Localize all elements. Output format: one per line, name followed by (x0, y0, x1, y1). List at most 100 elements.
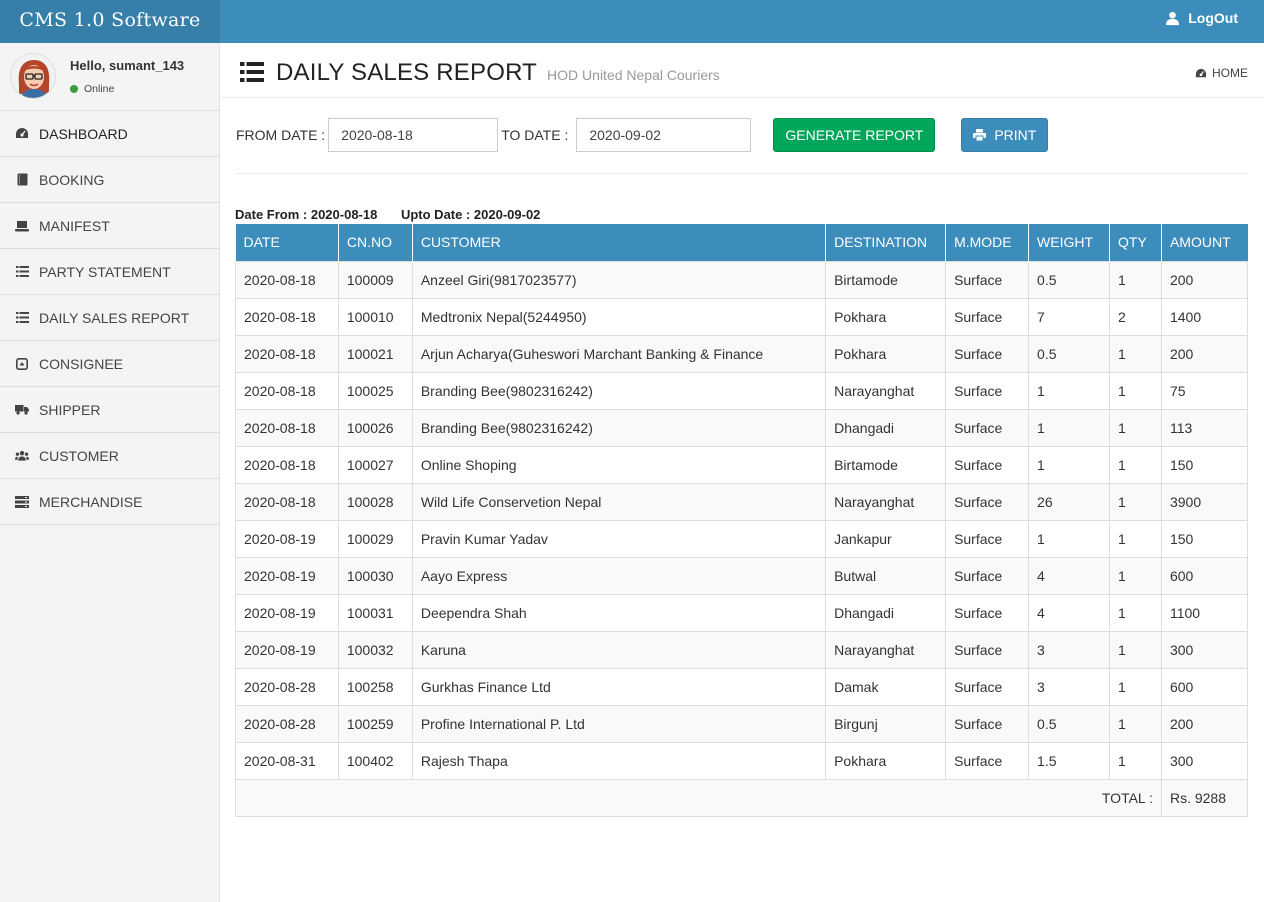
logout-label: LogOut (1188, 10, 1238, 26)
laptop-icon (15, 219, 29, 233)
cell-qty: 1 (1109, 704, 1162, 743)
table-row: 2020-08-18 100026 Branding Bee(9802316242)… (235, 408, 1249, 447)
cell-cn-no: 100032 (337, 630, 413, 669)
list-icon (240, 62, 264, 85)
cell-weight: 7 (1028, 297, 1110, 336)
book-icon (15, 173, 29, 187)
cell-customer: Aayo Express (411, 556, 827, 595)
cell-qty: 1 (1109, 556, 1162, 595)
cell-amount: 1100 (1160, 593, 1249, 632)
cell-cn-no: 100031 (337, 593, 413, 632)
cell-cn-no: 100027 (337, 445, 413, 484)
page-title-text: DAILY SALES REPORT (276, 59, 538, 86)
table-row: 2020-08-18 100028 Wild Life Conservetion N… (235, 482, 1249, 521)
divider (236, 173, 1248, 174)
cell-destination: Birtamode (825, 445, 947, 484)
sidebar-item-label: CUSTOMER (39, 447, 119, 464)
sidebar-item-label: PARTY STATEMENT (39, 263, 171, 280)
cell-amount: 200 (1160, 704, 1249, 743)
cell-cn-no: 100010 (337, 297, 413, 336)
cell-weight: 4 (1028, 556, 1110, 595)
cell-qty: 1 (1109, 371, 1162, 410)
cell-date: 2020-08-28 (235, 704, 339, 743)
cell-qty: 1 (1109, 334, 1162, 373)
from-date-input[interactable] (328, 118, 499, 152)
cell-weight: 3 (1028, 630, 1110, 669)
print-button[interactable]: PRINT (961, 118, 1049, 152)
cell-date: 2020-08-19 (235, 593, 339, 632)
cell-qty: 1 (1109, 519, 1162, 558)
range-upto-text: Upto Date : 2020-09-02 (400, 207, 541, 222)
list-icon (15, 265, 29, 279)
cell-amount: 75 (1160, 371, 1249, 410)
print-label: PRINT (994, 127, 1037, 143)
cell-amount: 150 (1160, 519, 1249, 558)
cell-customer: Pravin Kumar Yadav (411, 519, 827, 558)
logout-link[interactable]: LogOut (1165, 0, 1238, 36)
cell-customer: Online Shoping (411, 445, 827, 484)
cell-date: 2020-08-18 (235, 371, 339, 410)
cell-cn-no: 100402 (337, 741, 413, 780)
sidebar-item-booking[interactable]: BOOKING (0, 157, 219, 203)
cell-mode: Surface (945, 519, 1030, 558)
table-row: 2020-08-28 100258 Gurkhas Finance Ltd Damak… (235, 667, 1249, 706)
cell-cn-no: 100021 (337, 334, 413, 373)
cell-cn-no: 100026 (337, 408, 413, 447)
page-title: DAILY SALES REPORT HOD United Nepal Cour… (240, 59, 720, 87)
breadcrumb-home[interactable]: HOME (1195, 66, 1248, 80)
breadcrumb-home-label: HOME (1212, 66, 1248, 80)
cell-amount: 113 (1160, 408, 1249, 447)
generate-report-button[interactable]: GENERATE REPORT (773, 118, 936, 152)
app-brand[interactable]: CMS 1.0 Software (0, 0, 220, 43)
table-total-row: TOTAL : Rs. 9288 (235, 778, 1249, 817)
user-status: Online (70, 83, 114, 95)
user-status-label: Online (84, 83, 115, 95)
cell-customer: Branding Bee(9802316242) (411, 408, 827, 447)
cell-mode: Surface (945, 556, 1030, 595)
dashboard-icon (15, 127, 29, 141)
cell-customer: Deependra Shah (411, 593, 827, 632)
table-row: 2020-08-28 100259 Profine International P.… (235, 704, 1249, 743)
users-icon (15, 449, 29, 463)
cell-date: 2020-08-18 (235, 445, 339, 484)
cell-qty: 1 (1109, 630, 1162, 669)
cell-mode: Surface (945, 704, 1030, 743)
cell-destination: Damak (825, 667, 947, 706)
page-subtitle: HOD United Nepal Couriers (547, 67, 720, 83)
cell-amount: 200 (1160, 334, 1249, 373)
cell-date: 2020-08-28 (235, 667, 339, 706)
main-content: FROM DATE : TO DATE : GENERATE REPORT PR… (220, 98, 1264, 902)
cell-mode: Surface (945, 593, 1030, 632)
filter-row: FROM DATE : TO DATE : GENERATE REPORT PR… (236, 118, 1049, 152)
cell-qty: 1 (1109, 260, 1162, 299)
total-value: Rs. 9288 (1160, 778, 1249, 817)
sidebar-item-shipper[interactable]: SHIPPER (0, 387, 219, 433)
sidebar-item-party-statement[interactable]: PARTY STATEMENT (0, 249, 219, 295)
column-header-weight: WEIGHT (1028, 224, 1110, 261)
to-date-input[interactable] (576, 118, 752, 152)
sidebar-item-daily-sales-report[interactable]: DAILY SALES REPORT (0, 295, 219, 341)
cell-mode: Surface (945, 371, 1030, 410)
cell-customer: Karuna (411, 630, 827, 669)
truck-icon (15, 403, 29, 417)
cell-date: 2020-08-18 (235, 297, 339, 336)
sidebar-item-consignee[interactable]: CONSIGNEE (0, 341, 219, 387)
table-row: 2020-08-18 100027 Online Shoping Birtamode S… (235, 445, 1249, 484)
cell-customer: Wild Life Conservetion Nepal (411, 482, 827, 521)
cell-qty: 1 (1109, 593, 1162, 632)
cell-destination: Pokhara (825, 297, 947, 336)
cell-mode: Surface (945, 667, 1030, 706)
sidebar-item-customer[interactable]: CUSTOMER (0, 433, 219, 479)
range-from-text: Date From : 2020-08-18 (235, 207, 378, 222)
cell-weight: 1 (1028, 445, 1110, 484)
sidebar-item-merchandise[interactable]: MERCHANDISE (0, 479, 219, 525)
cell-qty: 1 (1109, 445, 1162, 484)
sidebar-item-label: BOOKING (39, 171, 105, 188)
cell-amount: 200 (1160, 260, 1249, 299)
cell-destination: Narayanghat (825, 371, 947, 410)
sidebar-item-manifest[interactable]: MANIFEST (0, 203, 219, 249)
cell-qty: 1 (1109, 667, 1162, 706)
cell-customer: Anzeel Giri(9817023577) (411, 260, 827, 299)
sidebar-item-dashboard[interactable]: DASHBOARD (0, 111, 219, 157)
cell-amount: 600 (1160, 667, 1249, 706)
